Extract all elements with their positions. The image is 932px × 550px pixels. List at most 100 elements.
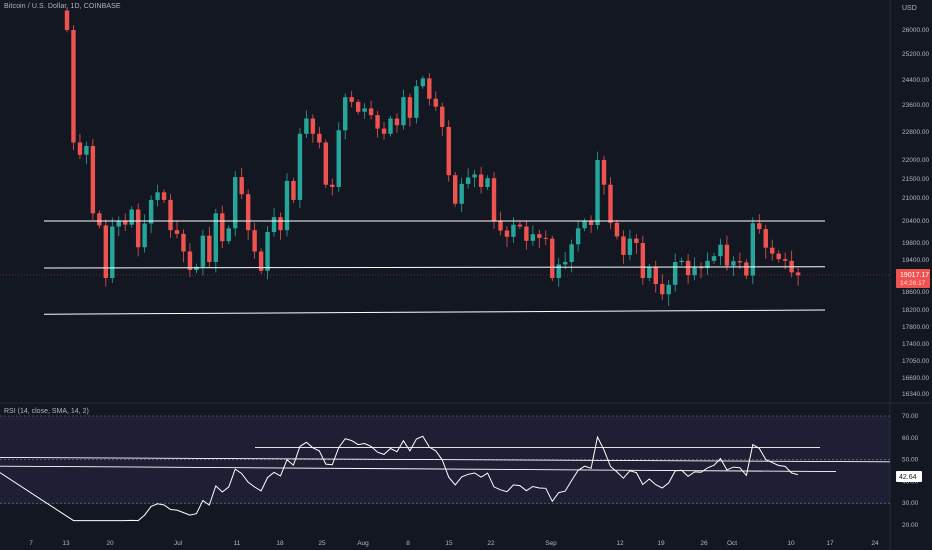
- candle-body: [440, 106, 445, 127]
- candle-body: [582, 221, 587, 229]
- rsi-trend-line: [0, 465, 837, 473]
- candle-body: [207, 235, 212, 262]
- candle-body: [135, 209, 141, 248]
- rsi-value-label: 42.64: [899, 474, 917, 481]
- symbol-legend[interactable]: Bitcoin / U.S. Dollar, 1D, COINBASE: [4, 3, 121, 10]
- candle-body: [84, 146, 89, 155]
- candle-body: [200, 235, 206, 267]
- rsi-legend[interactable]: RSI (14, close, SMA, 14, 2): [4, 408, 89, 415]
- price-label: 19017.17: [900, 272, 929, 279]
- horizontal-lines-layer[interactable]: [43, 220, 826, 315]
- rsi-tick-label: 60.00: [902, 435, 919, 442]
- time-tick-label: Sep: [545, 540, 557, 547]
- price-tick-label: 19800.00: [902, 240, 929, 247]
- candle-body: [317, 133, 322, 143]
- candle-body: [330, 184, 335, 187]
- candle-body: [640, 243, 646, 278]
- candle-body: [718, 244, 723, 257]
- currency-label: USD: [902, 5, 917, 12]
- candle-body: [258, 251, 264, 271]
- candle-body: [161, 192, 167, 200]
- candle-body: [685, 260, 691, 276]
- candle-body: [575, 228, 581, 245]
- candle-body: [711, 256, 717, 261]
- rsi-tick-label: 50.00: [902, 457, 919, 464]
- candle-body: [698, 267, 704, 269]
- candle-body: [511, 224, 516, 237]
- candles-layer: [64, 8, 801, 306]
- candle-body: [297, 133, 303, 200]
- candle-body: [388, 118, 393, 134]
- candle-body: [77, 142, 83, 155]
- candle-body: [679, 260, 684, 262]
- candle-body: [433, 98, 438, 107]
- time-tick-label: 26: [700, 540, 708, 547]
- candle-body: [271, 217, 277, 232]
- candle-body: [472, 174, 477, 178]
- candle-body: [142, 223, 147, 248]
- candle-body: [614, 222, 620, 237]
- price-tick-label: 17050.00: [902, 358, 929, 365]
- candle-body: [265, 232, 270, 271]
- candle-body: [394, 118, 400, 126]
- candle-body: [517, 224, 523, 227]
- candle-body: [504, 230, 510, 237]
- candle-body: [116, 221, 121, 227]
- price-tick-label: 26000.00: [902, 27, 929, 34]
- rsi-label-box: 42.64: [896, 471, 922, 482]
- candle-body: [427, 78, 432, 99]
- time-tick-label: 7: [29, 540, 33, 547]
- candle-body: [550, 238, 555, 278]
- candle-body: [220, 213, 225, 242]
- price-label-box: 19017.17 14:26:17: [896, 269, 930, 288]
- axis-layer: 26000.00 25200.00 24400.00 23600.00 22800.00…: [29, 27, 929, 547]
- candle-body: [174, 230, 180, 234]
- candle-body: [763, 229, 768, 248]
- candle-body: [478, 174, 484, 187]
- time-tick-label: Jul: [174, 540, 183, 547]
- horizontal-price-line: [43, 266, 826, 269]
- candle-body: [123, 221, 128, 225]
- candle-body: [537, 234, 542, 238]
- candle-body: [414, 86, 419, 118]
- time-tick-label: Aug: [357, 540, 369, 547]
- candle-body: [304, 118, 309, 134]
- candle-body: [181, 233, 186, 252]
- time-tick-label: 22: [487, 540, 495, 547]
- candle-body: [543, 237, 548, 239]
- candle-body: [252, 230, 257, 252]
- candle-body: [595, 160, 600, 226]
- candle-body: [245, 194, 251, 231]
- candle-body: [737, 261, 743, 263]
- price-tick-label: 19400.00: [902, 257, 929, 264]
- candle-body: [782, 259, 788, 261]
- time-tick-label: 12: [616, 540, 624, 547]
- time-tick-label: 20: [106, 540, 114, 547]
- candle-body: [653, 267, 658, 284]
- time-tick-label: 17: [826, 540, 834, 547]
- time-tick-label: 15: [445, 540, 453, 547]
- candle-body: [446, 126, 451, 176]
- candle-body: [465, 177, 471, 184]
- price-tick-label: 16690.00: [902, 375, 929, 382]
- time-tick-label: 18: [276, 540, 284, 547]
- candle-body: [284, 180, 290, 231]
- candle-body: [291, 180, 296, 200]
- candle-body: [692, 267, 697, 276]
- price-tick-label: 17800.00: [902, 324, 929, 331]
- price-tick-label: 23600.00: [902, 102, 929, 109]
- candle-body: [524, 226, 529, 241]
- price-tick-label: 24400.00: [902, 77, 929, 84]
- price-tick-label: 17400.00: [902, 341, 929, 348]
- candle-body: [168, 199, 173, 231]
- candle-body: [588, 221, 594, 226]
- candle-body: [601, 160, 607, 185]
- candle-body: [569, 244, 574, 262]
- price-tick-label: 18600.00: [902, 289, 929, 296]
- rsi-tick-label: 20.00: [902, 522, 919, 529]
- candle-body: [194, 266, 199, 270]
- candle-body: [627, 238, 633, 255]
- candle-body: [407, 97, 413, 118]
